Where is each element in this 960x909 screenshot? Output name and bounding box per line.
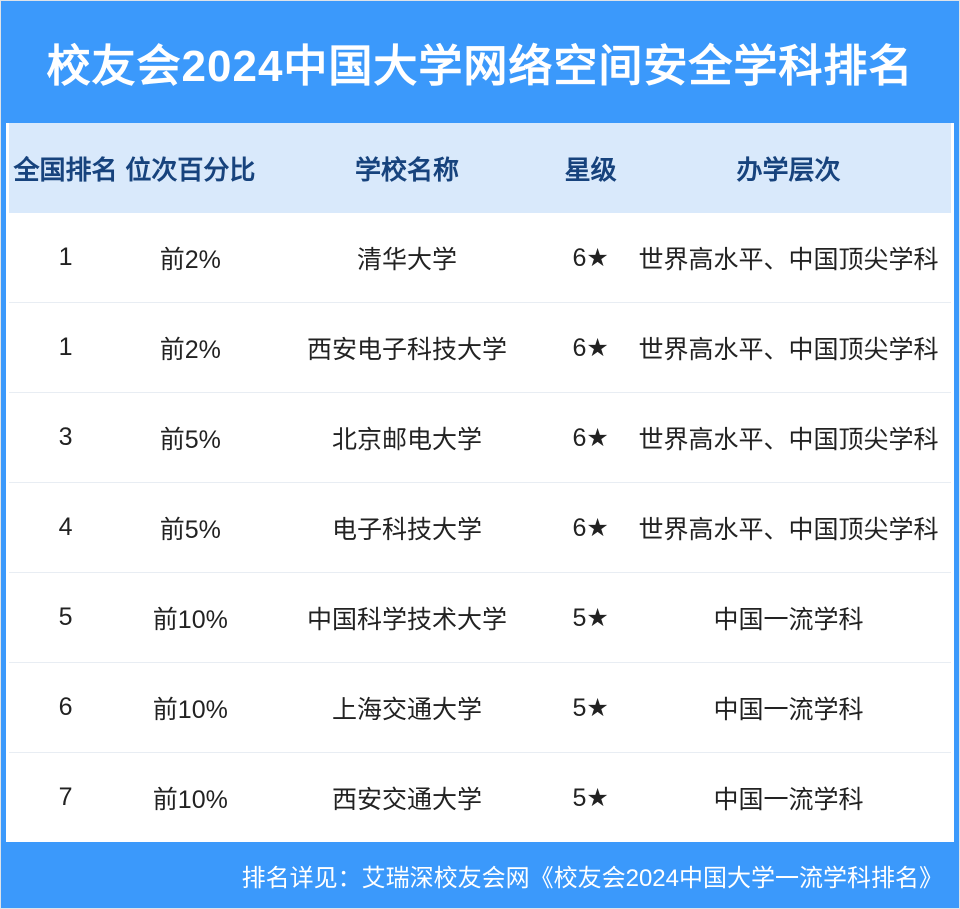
percentile-cell: 前10% (152, 785, 228, 814)
percentile-cell: 前5% (159, 425, 221, 454)
star-rating-cell: 5★ (572, 693, 609, 722)
school-name-cell: 中国科学技术大学 (306, 605, 507, 634)
column-header-national-rank: 全国排名 (13, 154, 118, 185)
rank-cell: 5 (58, 603, 73, 631)
education-level-cell: 世界高水平、中国顶尖学科 (638, 515, 939, 544)
footer-note: 排名详见：艾瑞深校友会网《校友会2024中国大学一流学科排名》 (241, 864, 943, 892)
table-row: 3 前5% 北京邮电大学 6★ 世界高水平、中国顶尖学科 (9, 392, 951, 482)
percentile-cell: 前2% (159, 245, 221, 274)
star-rating-cell: 6★ (572, 513, 609, 542)
column-header-school-name: 学校名称 (354, 154, 459, 185)
page-title: 校友会2024中国大学网络空间安全学科排名 (46, 42, 914, 91)
school-name-cell: 西安电子科技大学 (306, 335, 507, 364)
table-row: 1 前2% 清华大学 6★ 世界高水平、中国顶尖学科 (9, 213, 951, 302)
percentile-cell: 前2% (159, 335, 221, 364)
table-row: 6 前10% 上海交通大学 5★ 中国一流学科 (9, 662, 951, 752)
table-area: 全国排名 位次百分比 学校名称 星级 办学层次 1 前2% 清华大学 6★ 世界… (1, 123, 959, 842)
rank-cell: 1 (58, 243, 73, 271)
education-level-cell: 中国一流学科 (713, 695, 864, 724)
column-header-percentile: 位次百分比 (125, 154, 256, 185)
education-level-cell: 世界高水平、中国顶尖学科 (638, 335, 939, 364)
school-name-cell: 清华大学 (356, 245, 457, 274)
column-header-education-level: 办学层次 (736, 154, 841, 185)
education-level-cell: 世界高水平、中国顶尖学科 (638, 245, 939, 274)
star-rating-cell: 6★ (572, 243, 609, 272)
table-row: 5 前10% 中国科学技术大学 5★ 中国一流学科 (9, 572, 951, 662)
rank-cell: 6 (58, 693, 73, 721)
school-name-cell: 电子科技大学 (331, 515, 482, 544)
star-rating-cell: 6★ (572, 333, 609, 362)
title-band: 校友会2024中国大学网络空间安全学科排名 (1, 1, 959, 123)
percentile-cell: 前5% (159, 515, 221, 544)
star-rating-cell: 5★ (572, 603, 609, 632)
rank-cell: 7 (58, 783, 73, 811)
table-row: 7 前10% 西安交通大学 5★ 中国一流学科 (9, 752, 951, 842)
table-header-row: 全国排名 位次百分比 学校名称 星级 办学层次 (9, 123, 951, 213)
table-body: 1 前2% 清华大学 6★ 世界高水平、中国顶尖学科 1 前2% 西安电子科技大… (9, 213, 951, 842)
percentile-cell: 前10% (152, 605, 228, 634)
column-header-star-rating: 星级 (564, 154, 617, 185)
education-level-cell: 中国一流学科 (713, 785, 864, 814)
education-level-cell: 世界高水平、中国顶尖学科 (638, 425, 939, 454)
footer-band: 排名详见：艾瑞深校友会网《校友会2024中国大学一流学科排名》 (1, 842, 959, 908)
star-rating-cell: 6★ (572, 423, 609, 452)
education-level-cell: 中国一流学科 (713, 605, 864, 634)
star-rating-cell: 5★ (572, 783, 609, 812)
table-row: 1 前2% 西安电子科技大学 6★ 世界高水平、中国顶尖学科 (9, 302, 951, 392)
school-name-cell: 上海交通大学 (331, 695, 482, 724)
rank-cell: 3 (58, 423, 73, 451)
table-row: 4 前5% 电子科技大学 6★ 世界高水平、中国顶尖学科 (9, 482, 951, 572)
percentile-cell: 前10% (152, 695, 228, 724)
school-name-cell: 北京邮电大学 (331, 425, 482, 454)
rank-cell: 1 (58, 333, 73, 361)
rank-cell: 4 (58, 513, 73, 541)
school-name-cell: 西安交通大学 (331, 785, 482, 814)
